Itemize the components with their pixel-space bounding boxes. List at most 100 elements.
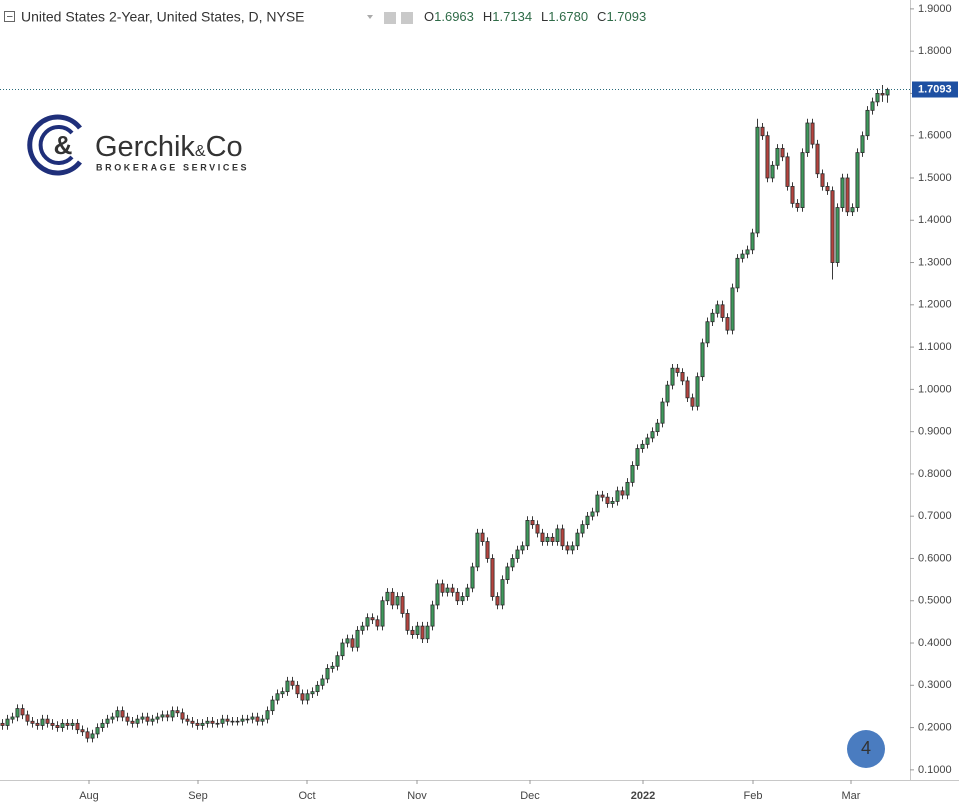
candle-body xyxy=(575,532,580,547)
candle-body xyxy=(760,126,765,137)
candle-body xyxy=(15,708,20,718)
candle-body xyxy=(625,481,630,496)
candle-body xyxy=(275,693,280,701)
candle-body xyxy=(300,693,305,701)
last-price-box xyxy=(912,81,958,98)
candle-body xyxy=(790,186,795,204)
candle-body xyxy=(385,591,390,602)
candle-body xyxy=(450,587,455,593)
candle-body xyxy=(435,583,440,606)
x-tick-label: Mar xyxy=(842,790,861,802)
candle-body xyxy=(620,490,625,496)
logo-ring xyxy=(27,114,82,176)
logo-inner-ring xyxy=(38,125,74,165)
candle-body xyxy=(650,431,655,439)
candle-body xyxy=(255,716,260,722)
y-tick-label: 1.3000 xyxy=(918,256,952,268)
candle-body xyxy=(330,665,335,669)
candle-body xyxy=(295,684,300,695)
y-tick-label: 1.0000 xyxy=(918,383,952,395)
candle-body xyxy=(850,207,855,213)
candle-body xyxy=(105,718,110,724)
x-tick-label: Oct xyxy=(298,790,315,802)
candle-body xyxy=(400,596,405,614)
candle-body xyxy=(265,710,270,720)
candle-body xyxy=(130,720,135,724)
last-price-label: 1.7093 xyxy=(918,83,952,95)
candle-body xyxy=(55,725,60,728)
candle-body xyxy=(425,625,430,640)
candle-body xyxy=(555,528,560,542)
plot-area xyxy=(0,84,910,743)
candle-body xyxy=(390,591,395,606)
ohlc-key: L xyxy=(541,9,548,24)
candle-body xyxy=(345,638,350,644)
candle-body xyxy=(305,693,310,701)
candle-body xyxy=(310,691,315,695)
candle-body xyxy=(755,126,760,234)
dropdown-arrow[interactable] xyxy=(367,15,373,19)
y-tick-label: 0.2000 xyxy=(918,721,952,733)
candle-body xyxy=(785,156,790,187)
candle-body xyxy=(5,718,10,726)
candle-body xyxy=(145,716,150,722)
candle-body xyxy=(705,321,710,344)
candle-body xyxy=(460,596,465,602)
candle-body xyxy=(590,511,595,517)
candle-body xyxy=(160,714,165,718)
candle-body xyxy=(335,655,340,667)
candle-body xyxy=(695,376,700,407)
candle-body xyxy=(545,536,550,542)
x-tick-label: Nov xyxy=(407,790,427,802)
candle-body xyxy=(75,722,80,731)
ohlc-key: C xyxy=(597,9,606,24)
candle-body xyxy=(500,579,505,606)
candle-body xyxy=(190,720,195,724)
candle-body xyxy=(570,545,575,551)
y-tick-label: 0.4000 xyxy=(918,637,952,649)
candle-body xyxy=(455,591,460,602)
candle-body xyxy=(675,367,680,373)
ohlc-key: H xyxy=(483,9,492,24)
logo-wordmark: Gerchik&Co xyxy=(95,131,243,163)
visibility-icon[interactable] xyxy=(384,12,396,24)
candle-body xyxy=(35,722,40,726)
candle-body xyxy=(65,722,70,726)
y-tick-label: 1.4000 xyxy=(918,214,952,226)
candle-body xyxy=(840,177,845,208)
candle-body xyxy=(780,147,785,158)
candle-body xyxy=(880,93,885,96)
candle-body xyxy=(110,716,115,720)
candle-body xyxy=(125,716,130,722)
candle-body xyxy=(610,500,615,504)
candle-body xyxy=(235,720,240,723)
candle-body xyxy=(395,596,400,606)
candle-body xyxy=(405,613,410,631)
candle-body xyxy=(560,528,565,547)
candle-body xyxy=(670,367,675,386)
settings-icon[interactable] xyxy=(401,12,413,24)
candle-body xyxy=(875,93,880,103)
candle-body xyxy=(565,545,570,551)
candle-body xyxy=(45,718,50,724)
candle-body xyxy=(260,718,265,722)
candle-body xyxy=(280,691,285,695)
candle-body xyxy=(120,710,125,718)
candle-body xyxy=(515,549,520,559)
candle-body xyxy=(665,384,670,403)
logo-mark: & xyxy=(54,130,73,160)
candle-body xyxy=(805,122,810,154)
collapse-icon[interactable] xyxy=(4,11,15,22)
badge xyxy=(847,730,885,768)
candle-body xyxy=(510,558,515,568)
candle-body xyxy=(0,722,5,726)
candle-body xyxy=(710,312,715,323)
ohlc-value: 1.6780 xyxy=(548,9,588,24)
candle-body xyxy=(155,716,160,720)
y-tick-label: 0.3000 xyxy=(918,679,952,691)
candle-body xyxy=(585,515,590,526)
candle-body xyxy=(245,718,250,721)
candle-body xyxy=(680,372,685,382)
candle-body xyxy=(595,494,600,513)
